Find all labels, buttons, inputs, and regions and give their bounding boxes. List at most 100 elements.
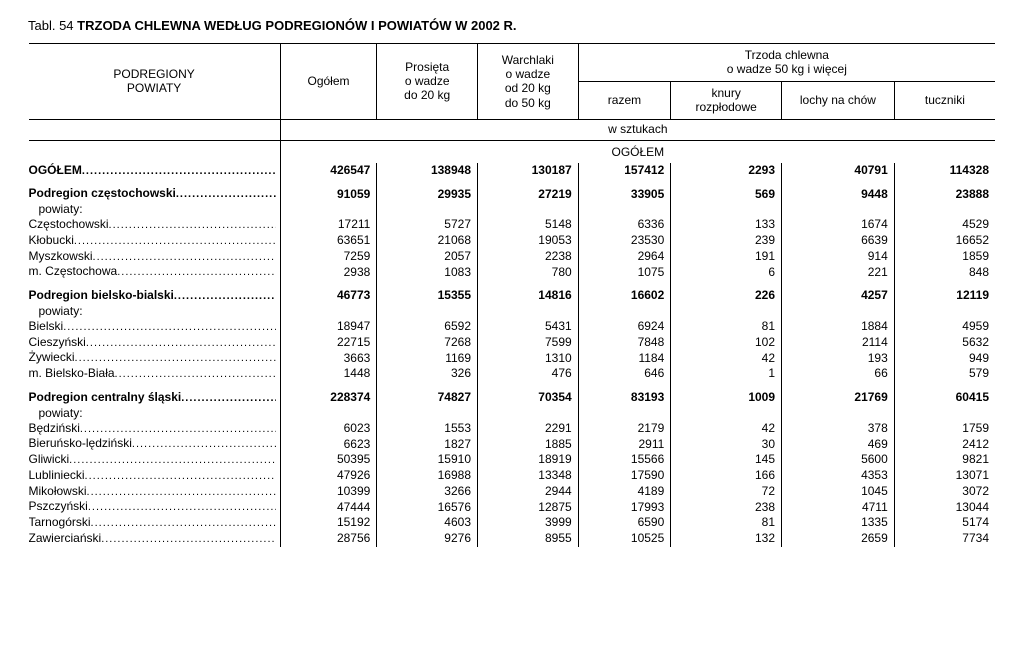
cell: 5431: [478, 319, 579, 335]
cell: 4959: [894, 319, 995, 335]
row-label-cell: Pszczyński..............................…: [29, 499, 281, 515]
spacer-row: [29, 280, 996, 288]
cell: [478, 202, 579, 217]
row-label-cell: powiaty:: [29, 202, 281, 217]
table-row: Zawierciański...........................…: [29, 531, 996, 547]
cell: 13348: [478, 468, 579, 484]
cell: 22715: [280, 335, 377, 351]
cell: 33905: [578, 186, 671, 202]
cell: 133: [671, 217, 782, 233]
cell: 81: [671, 319, 782, 335]
cell: 74827: [377, 390, 478, 406]
cell: 1335: [782, 515, 895, 531]
row-label-cell: Podregion częstochowski.................…: [29, 186, 281, 202]
table-row: powiaty:: [29, 406, 996, 421]
cell: 5600: [782, 452, 895, 468]
row-label: Cieszyński: [29, 335, 86, 350]
table-row: Bielski.................................…: [29, 319, 996, 335]
table-row: Podregion centralny śląski..............…: [29, 390, 996, 406]
cell: 1169: [377, 350, 478, 366]
cell: 166: [671, 468, 782, 484]
table-row: Będziński...............................…: [29, 421, 996, 437]
cell: 1184: [578, 350, 671, 366]
cell: 47444: [280, 499, 377, 515]
cell: 1045: [782, 484, 895, 500]
cell: 2964: [578, 249, 671, 265]
table-title: Tabl. 54 TRZODA CHLEWNA WEDŁUG PODREGION…: [28, 18, 995, 33]
cell: 326: [377, 366, 478, 382]
table-row: Mikołowski..............................…: [29, 484, 996, 500]
cell: 1: [671, 366, 782, 382]
cell: 5148: [478, 217, 579, 233]
header-stub: PODREGIONY POWIATY: [29, 44, 281, 120]
table-row: Żywiecki................................…: [29, 350, 996, 366]
cell: 145: [671, 452, 782, 468]
cell: 29935: [377, 186, 478, 202]
cell: 1674: [782, 217, 895, 233]
cell: 378: [782, 421, 895, 437]
row-label: Myszkowski: [29, 249, 93, 264]
cell: [894, 304, 995, 319]
row-label-cell: Gliwicki................................…: [29, 452, 281, 468]
row-label: Zawierciański: [29, 531, 102, 546]
cell: 40791: [782, 163, 895, 179]
table-row: Lubliniecki.............................…: [29, 468, 996, 484]
cell: [578, 304, 671, 319]
row-label-cell: Tarnogórski.............................…: [29, 515, 281, 531]
cell: 15910: [377, 452, 478, 468]
cell: 42: [671, 350, 782, 366]
cell: 23888: [894, 186, 995, 202]
cell: 27219: [478, 186, 579, 202]
leader-dots: ........................................…: [69, 454, 276, 468]
cell: 10525: [578, 531, 671, 547]
row-label-cell: Myszkowski..............................…: [29, 249, 281, 265]
cell: 1075: [578, 264, 671, 280]
cell: 1884: [782, 319, 895, 335]
spacer-row: [29, 382, 996, 390]
cell: 14816: [478, 288, 579, 304]
row-label-cell: Mikołowski..............................…: [29, 484, 281, 500]
cell: 13044: [894, 499, 995, 515]
leader-dots: ........................................…: [132, 438, 276, 452]
leader-dots: ........................................…: [93, 251, 276, 265]
row-label: m. Bielsko-Biała: [29, 366, 115, 381]
cell: 3999: [478, 515, 579, 531]
table-row: m. Bielsko-Biała........................…: [29, 366, 996, 382]
cell: [280, 304, 377, 319]
cell: 138948: [377, 163, 478, 179]
cell: 949: [894, 350, 995, 366]
cell: 4257: [782, 288, 895, 304]
cell: 15355: [377, 288, 478, 304]
table-row: Podregion bielsko-bialski...............…: [29, 288, 996, 304]
cell: 18947: [280, 319, 377, 335]
row-label: powiaty:: [29, 202, 83, 217]
leader-dots: ........................................…: [85, 470, 276, 484]
table-body: OGÓŁEM..................................…: [29, 163, 996, 547]
cell: 8955: [478, 531, 579, 547]
cell: 16576: [377, 499, 478, 515]
cell: 19053: [478, 233, 579, 249]
cell: 2114: [782, 335, 895, 351]
cell: [894, 202, 995, 217]
cell: [280, 406, 377, 421]
cell: 12875: [478, 499, 579, 515]
row-label: Mikołowski: [29, 484, 87, 499]
cell: 70354: [478, 390, 579, 406]
row-label: Lubliniecki: [29, 468, 85, 483]
cell: 15192: [280, 515, 377, 531]
cell: 46773: [280, 288, 377, 304]
cell: 6623: [280, 436, 377, 452]
cell: 1759: [894, 421, 995, 437]
title-prefix: Tabl. 54: [28, 18, 74, 33]
cell: 6: [671, 264, 782, 280]
header-row-1: PODREGIONY POWIATY Ogółem Prosięta o wad…: [29, 44, 996, 82]
cell: 9448: [782, 186, 895, 202]
cell: [478, 304, 579, 319]
cell: 221: [782, 264, 895, 280]
cell: 7268: [377, 335, 478, 351]
leader-dots: ........................................…: [75, 352, 276, 366]
cell: 2944: [478, 484, 579, 500]
cell: 2238: [478, 249, 579, 265]
table-row: Podregion częstochowski.................…: [29, 186, 996, 202]
leader-dots: ........................................…: [87, 486, 276, 500]
